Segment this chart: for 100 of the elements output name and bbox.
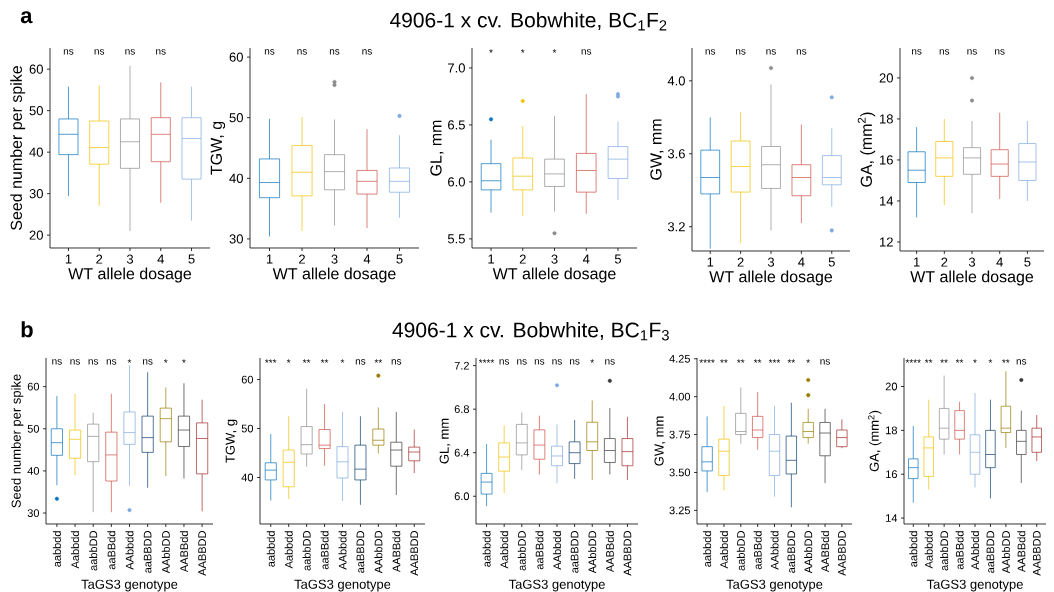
annotation: ns [52, 359, 62, 365]
annotation: ns [297, 49, 307, 55]
x-tick-label: AAbbDD [374, 531, 383, 574]
y-tick-label: 40 [241, 473, 254, 482]
annotation: ns [156, 49, 166, 55]
x-tick-label: aaBBDD [570, 531, 579, 573]
annotation: ns [362, 49, 372, 55]
x-tick-label: AAbbdd [770, 531, 779, 570]
annotation: ** [737, 359, 745, 363]
annotation: ns [796, 49, 807, 55]
x-tick-label: AAbbDD [1001, 531, 1010, 574]
annotation: * [286, 359, 291, 363]
y-tick-label: 3.50 [669, 468, 691, 477]
annotation: ** [720, 359, 728, 363]
annotation: ** [1002, 359, 1010, 363]
y-tick-label: 4.00 [669, 392, 691, 401]
x-tick-label: AABBdd [1017, 531, 1026, 573]
annotation: ** [302, 359, 311, 363]
annotation: ** [924, 359, 933, 363]
x-tick-label: Aabbdd [284, 531, 293, 569]
y-tick-label: 50 [29, 106, 43, 116]
x-tick-label: AABBDD [838, 531, 846, 576]
x-tick-label: aabbdd [482, 531, 491, 567]
y-tick-label: 16 [886, 470, 897, 479]
y-tick-label: 6.5 [448, 120, 465, 130]
annotation: * [164, 359, 168, 363]
y-tick-label: 6.8 [454, 405, 469, 414]
x-tick-label: 3 [551, 254, 558, 264]
annotation: ns [63, 49, 74, 55]
annotation: ns [552, 359, 562, 365]
x-tick-label: Aabbdd [719, 531, 729, 569]
x-tick-label: aaBBDD [986, 531, 995, 573]
x-tick-label: 5 [1024, 257, 1031, 267]
x-tick-label: AAbbdd [125, 531, 134, 570]
x-tick-label: 4 [363, 254, 371, 264]
y-tick-label: 3.6 [667, 149, 685, 159]
x-tick-label: aabbdd [52, 531, 61, 567]
annotation: ** [940, 359, 948, 363]
annotation: * [552, 49, 557, 53]
annotation: * [489, 49, 493, 53]
x-axis-title: WT allele dosage [910, 270, 1034, 286]
y-axis-title: Seed number per spike [11, 374, 24, 508]
annotation: * [988, 359, 993, 363]
chart-title: 4906-1 x cv. Bobwhite, BC$_{1}$F$_{3}$ [392, 321, 669, 341]
y-tick-label: 30 [229, 234, 243, 244]
y-axis-title: GL, mm [439, 418, 451, 464]
annotation: ns [1016, 359, 1027, 365]
x-tick-label: 2 [299, 254, 305, 264]
y-axis-title: GW, mm [654, 416, 666, 466]
annotation: ns [517, 359, 527, 365]
y-tick-label: 30 [29, 189, 43, 199]
x-tick-label: aaBBdd [753, 531, 762, 570]
x-tick-label: AABBDD [410, 531, 419, 576]
annotation: ns [766, 49, 776, 55]
y-tick-label: 6.0 [454, 492, 470, 501]
x-tick-label: aaBBdd [955, 531, 964, 570]
y-tick-label: 20 [29, 230, 43, 240]
y-tick-label: 14 [886, 514, 898, 522]
x-tick-label: AAbbdd [552, 531, 562, 570]
x-tick-label: 4 [798, 257, 805, 267]
y-tick-label: 4.0 [667, 76, 685, 86]
y-axis-title: TGW, g [225, 419, 238, 463]
x-tick-label: aaBBDD [143, 531, 152, 573]
x-axis-title: TaGS3 genotype [726, 579, 823, 592]
annotation: *** [768, 359, 781, 363]
y-tick-label: 18 [886, 426, 897, 435]
y-tick-label: 4.25 [669, 354, 690, 363]
x-tick-label: aabbdd [703, 531, 712, 567]
y-tick-label: 40 [229, 173, 243, 183]
annotation: ns [143, 359, 153, 365]
x-tick-label: AABBDD [623, 531, 632, 576]
annotation: ns [705, 49, 716, 55]
x-tick-label: aabbDD [940, 531, 949, 571]
x-tick-label: 5 [188, 254, 195, 264]
x-tick-label: AABBdd [392, 531, 401, 573]
x-axis-title: TaGS3 genotype [294, 579, 391, 592]
y-tick-label: 7.0 [448, 63, 465, 73]
y-axis-title: Seed number per spike [10, 66, 26, 230]
x-axis-title: WT allele dosage [492, 267, 616, 283]
y-axis-title: GW, mm [650, 119, 664, 180]
x-tick-label: 1 [266, 254, 273, 264]
x-tick-label: 4 [157, 254, 165, 264]
annotation: ns [94, 49, 105, 55]
x-tick-label: 2 [96, 254, 103, 264]
x-tick-label: aaBBDD [356, 531, 365, 573]
y-tick-label: 7.2 [454, 361, 469, 370]
x-tick-label: Aabbdd [500, 531, 509, 569]
x-tick-label: aabbdd [266, 531, 275, 567]
x-tick-label: Aabbdd [924, 531, 933, 569]
x-tick-label: aaBBDD [787, 531, 796, 573]
annotation: ns [820, 359, 830, 365]
x-tick-label: AAbbdd [338, 531, 347, 570]
x-tick-label: 3 [126, 254, 134, 264]
annotation: ns [995, 49, 1005, 55]
x-tick-label: 2 [519, 254, 526, 264]
annotation: ** [955, 359, 964, 363]
annotation: ** [753, 359, 762, 363]
annotation: * [806, 359, 810, 363]
x-tick-label: Aabbdd [71, 531, 80, 569]
y-axis-title: GA, (mm$^{2}$) [857, 112, 876, 187]
